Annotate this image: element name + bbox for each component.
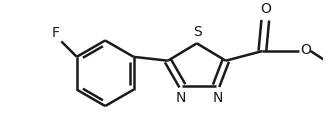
Text: O: O — [300, 43, 311, 57]
Text: N: N — [175, 91, 186, 105]
Text: O: O — [260, 2, 271, 16]
Text: F: F — [51, 26, 60, 40]
Text: N: N — [213, 91, 223, 105]
Text: S: S — [193, 25, 202, 38]
